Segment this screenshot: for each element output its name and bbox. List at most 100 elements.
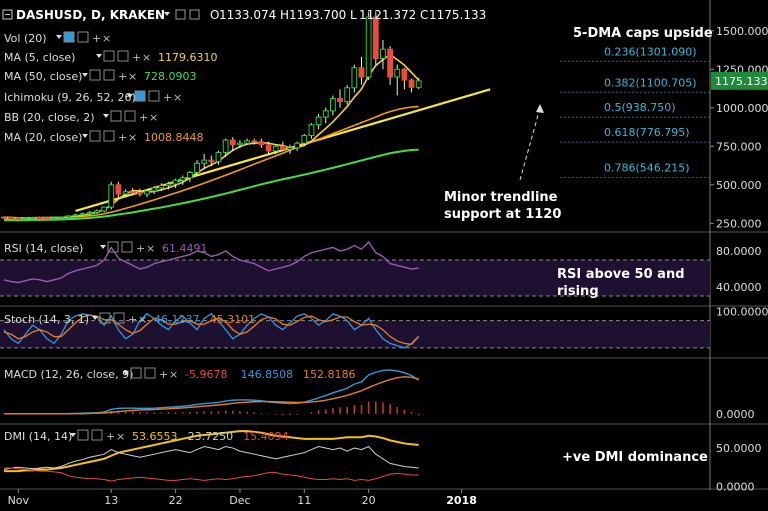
visibility-icon[interactable] [103, 50, 115, 62]
fib-level-label: 0.786(546.215) [604, 162, 690, 175]
settings-icon[interactable] [107, 241, 119, 253]
panel-label[interactable]: MACD (12, 26, close, 9) [4, 368, 133, 381]
close-icon[interactable]: × [128, 70, 137, 83]
settings-icon[interactable] [113, 312, 125, 324]
annotation-rsi-line1: RSI above 50 and [557, 267, 685, 282]
candle-body [322, 110, 329, 118]
collapse-icon[interactable] [2, 9, 13, 20]
visibility-icon[interactable] [89, 69, 101, 81]
add-icon[interactable]: + [159, 368, 168, 381]
macd-histogram-bar [153, 412, 155, 414]
add-icon[interactable]: + [118, 70, 127, 83]
candle-body [415, 80, 422, 88]
candle-body [222, 139, 229, 153]
candle-body [294, 142, 301, 149]
settings-icon[interactable] [121, 241, 133, 253]
chevron-down-icon[interactable] [92, 316, 98, 320]
panel-value: 146.8508 [241, 368, 294, 381]
indicator-label[interactable]: MA (5, close) [4, 51, 75, 64]
settings-icon[interactable] [175, 9, 186, 20]
chevron-down-icon[interactable] [123, 371, 129, 375]
indicator-label[interactable]: Ichimoku (9, 26, 52, 26) [4, 91, 136, 104]
macd-histogram-bar [317, 410, 320, 414]
settings-icon[interactable] [189, 9, 200, 20]
settings-icon[interactable] [91, 429, 103, 441]
indicator-label[interactable]: MA (20, close) [4, 131, 82, 144]
macd-histogram-bar [360, 404, 363, 414]
candle-body [258, 141, 265, 146]
chevron-down-icon[interactable] [100, 245, 106, 249]
close-icon[interactable]: × [102, 32, 111, 45]
add-icon[interactable]: + [136, 242, 145, 255]
indicator-label[interactable]: Vol (20) [4, 32, 47, 45]
macd-histogram-bar [332, 407, 334, 414]
settings-icon[interactable] [77, 31, 89, 43]
add-icon[interactable]: + [106, 430, 115, 443]
add-icon[interactable]: + [92, 32, 101, 45]
close-icon[interactable]: × [149, 111, 158, 124]
settings-icon[interactable] [77, 429, 89, 441]
visibility-icon[interactable] [110, 110, 122, 122]
settings-icon[interactable] [103, 69, 115, 81]
macd-histogram-bar [389, 404, 391, 414]
indicator-label[interactable]: MA (50, close) [4, 70, 82, 83]
macd-histogram-bar [260, 413, 263, 414]
candle-body [1, 216, 7, 219]
candle-body [8, 216, 15, 219]
chevron-down-icon[interactable] [127, 94, 133, 98]
close-icon[interactable]: × [116, 430, 125, 443]
indicator-label[interactable]: BB (20, close, 2) [4, 111, 95, 124]
price-tick-label: 1000.000 [716, 102, 768, 115]
candle-body [408, 79, 415, 88]
candle-body [229, 139, 236, 146]
candle-body [15, 217, 22, 220]
macd-histogram-bar [410, 412, 413, 414]
add-icon[interactable]: + [139, 111, 148, 124]
close-icon[interactable]: × [138, 313, 147, 326]
candle-body [129, 191, 136, 194]
macd-histogram-bar [131, 411, 134, 414]
x-tick-label: 11 [297, 494, 311, 507]
indicator-value: 728.0903 [144, 70, 197, 83]
close-icon[interactable]: × [173, 91, 182, 104]
add-icon[interactable]: + [132, 51, 141, 64]
settings-icon[interactable] [124, 110, 136, 122]
candle-body [122, 191, 129, 195]
macd-histogram-bar [417, 413, 420, 416]
settings-icon[interactable] [130, 367, 142, 379]
last-price-tag [711, 71, 768, 90]
fib-level-label: 0.618(776.795) [604, 126, 690, 139]
settings-icon[interactable] [99, 312, 111, 324]
settings-icon[interactable] [144, 367, 156, 379]
chevron-down-icon[interactable] [82, 73, 88, 77]
settings-icon[interactable] [103, 130, 115, 142]
close-icon[interactable]: × [169, 368, 178, 381]
panel-label[interactable]: RSI (14, close) [4, 242, 83, 255]
chevron-down-icon[interactable] [96, 54, 102, 58]
add-icon[interactable]: + [128, 313, 137, 326]
price-tick-label: 250.000 [716, 217, 762, 230]
visibility-icon[interactable] [89, 130, 101, 142]
chevron-down-icon[interactable] [82, 134, 88, 138]
close-icon[interactable]: × [146, 242, 155, 255]
chevron-down-icon[interactable] [103, 114, 109, 118]
add-icon[interactable]: + [118, 131, 127, 144]
chevron-down-icon[interactable] [70, 433, 76, 437]
annotation-rsi-line2: rising [557, 284, 599, 299]
close-icon[interactable]: × [128, 131, 137, 144]
settings-icon[interactable] [148, 90, 160, 102]
symbol-title[interactable]: DASHUSD, D, KRAKEN [16, 8, 165, 22]
candle-body [108, 184, 115, 208]
panel-label[interactable]: Stoch (14, 3, 1) [4, 313, 89, 326]
visibility-icon[interactable] [63, 31, 75, 43]
chevron-down-icon[interactable] [56, 35, 62, 39]
chevron-down-icon[interactable] [164, 12, 170, 16]
macd-histogram-bar [367, 401, 370, 414]
close-icon[interactable]: × [142, 51, 151, 64]
add-icon[interactable]: + [163, 91, 172, 104]
visibility-icon[interactable] [134, 90, 146, 102]
panel-value: 23.7250 [188, 430, 234, 443]
panel-label[interactable]: DMI (14, 14) [4, 430, 72, 443]
settings-icon[interactable] [117, 50, 129, 62]
macd-histogram-bar [382, 402, 384, 414]
